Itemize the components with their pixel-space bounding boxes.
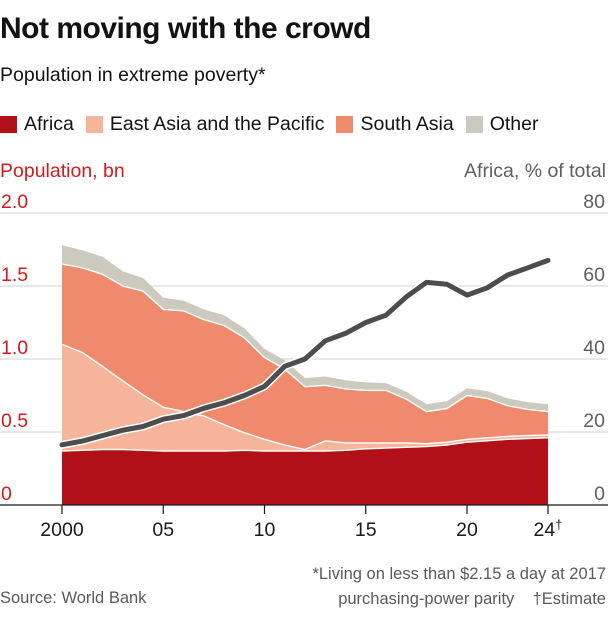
y-tick-label-3: 1.5 — [1, 264, 28, 286]
area-other — [62, 245, 548, 412]
legend-item-east-asia-pacific: East Asia and the Pacific — [85, 113, 325, 136]
legend-item-south-asia: South Asia — [336, 113, 454, 136]
x-tick-label-4: 20 — [456, 519, 478, 541]
x-tick-label-1: 05 — [152, 519, 174, 541]
footnote-line-2: purchasing-power parity †Estimate — [246, 587, 606, 612]
area-boundary-2 — [61, 263, 549, 413]
y2-tick-label-2: 40 — [583, 337, 605, 359]
legend-label-south-asia: South Asia — [360, 113, 454, 135]
y-tick-label-2: 1.0 — [1, 337, 28, 359]
area-south-asia — [62, 264, 548, 450]
y2-tick-label-4: 80 — [583, 191, 605, 213]
legend-label-africa: Africa — [24, 113, 74, 135]
source-note: Source: World Bank — [0, 589, 147, 607]
y-tick-label-4: 2.0 — [1, 191, 28, 213]
y-tick-label-0: 0 — [1, 483, 12, 505]
chart-subtitle: Population in extreme poverty* — [0, 64, 266, 86]
chart-title: Not moving with the crowd — [0, 12, 371, 45]
footnote-line-1: *Living on less than $2.15 a day at 2017 — [312, 565, 606, 583]
y2-tick-label-3: 60 — [583, 264, 605, 286]
footnote-estimate: †Estimate — [532, 590, 606, 608]
legend-swatch-other — [465, 116, 483, 133]
legend: Africa East Asia and the Pacific South A… — [0, 113, 539, 136]
footnote: *Living on less than $2.15 a day at 2017… — [246, 562, 606, 612]
y2-tick-label-1: 20 — [583, 410, 605, 432]
legend-label-east-asia-pacific: East Asia and the Pacific — [109, 113, 325, 135]
legend-swatch-africa — [0, 116, 17, 133]
footnote-ppp: purchasing-power parity — [338, 590, 515, 608]
line-africa-share — [59, 257, 551, 448]
legend-item-africa: Africa — [0, 113, 74, 136]
x-tick-label-0: 2000 — [40, 519, 84, 541]
legend-swatch-south-asia — [336, 116, 354, 133]
y-tick-label-1: 0.5 — [1, 410, 28, 432]
area-boundary-1 — [61, 343, 549, 451]
estimate-dagger: † — [555, 517, 562, 532]
x-tick-label-3: 15 — [355, 519, 377, 541]
right-axis-title: Africa, % of total — [464, 160, 606, 182]
legend-swatch-east-asia-pacific — [85, 116, 103, 133]
left-axis-title: Population, bn — [0, 160, 125, 182]
legend-item-other: Other — [465, 113, 539, 136]
legend-label-other: Other — [489, 113, 539, 135]
y2-tick-label-0: 0 — [594, 483, 605, 505]
x-tick-label-2: 10 — [254, 519, 276, 541]
area-east-asia-and-the-pacific — [62, 344, 548, 451]
x-tick-label-5: 24† — [534, 517, 563, 541]
area-africa — [62, 437, 548, 505]
area-boundary-0 — [61, 437, 549, 452]
